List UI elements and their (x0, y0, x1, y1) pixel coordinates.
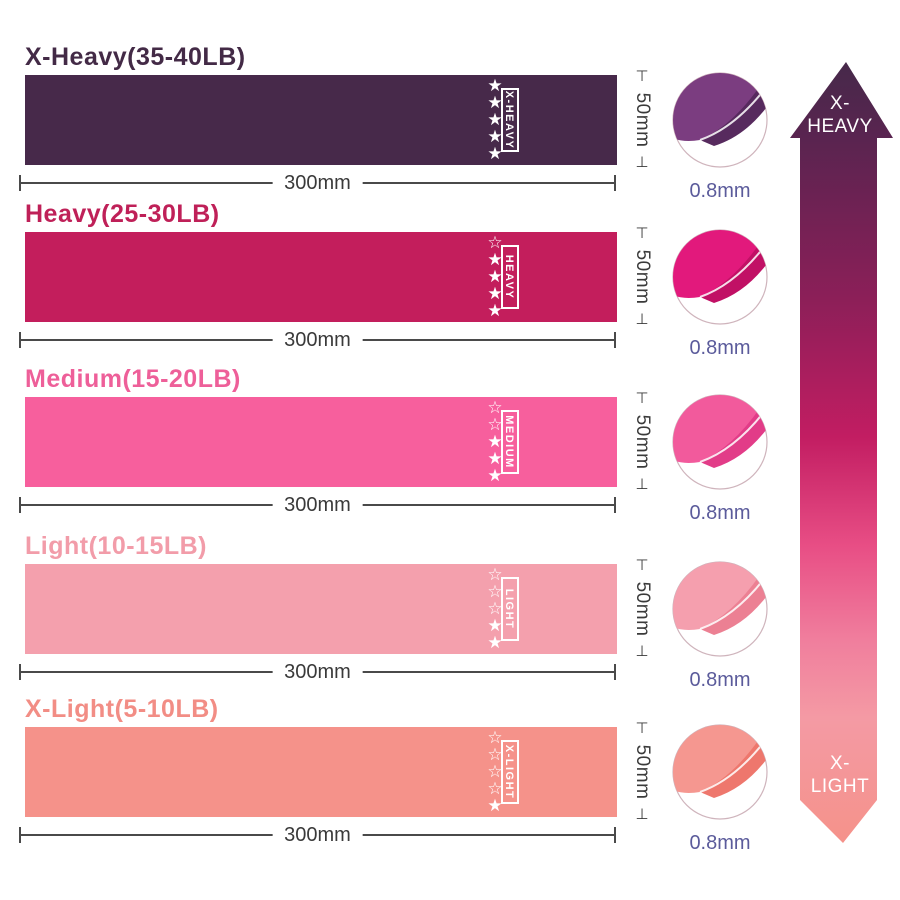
thickness-label: 0.8mm (689, 337, 751, 359)
dimension-tick (19, 664, 21, 680)
width-dimension: 300mm (19, 330, 616, 350)
intensity-scale-arrow (790, 62, 893, 843)
thickness-photo (670, 559, 770, 659)
star-rating: ☆ ☆ ☆ ★ ★ (487, 565, 503, 652)
dimension-cap: ⊤ (635, 720, 649, 737)
arrow-bottom-label-line1: X- (830, 753, 850, 774)
width-value: 300mm (272, 662, 363, 682)
star-rating: ☆ ☆ ☆ ☆ ★ (487, 728, 503, 815)
dimension-tick (614, 827, 616, 843)
height-dimension: ⊤ 50mm ⊥ (624, 69, 660, 170)
band-swatch: ☆ ☆ ☆ ☆ ★ X-LIGHT (25, 727, 617, 817)
height-value: 50mm (632, 414, 653, 470)
band-swatch: ☆ ☆ ☆ ★ ★ LIGHT (25, 564, 617, 654)
band-title: X-Light(5-10LB) (25, 695, 219, 723)
dimension-tick (614, 332, 616, 348)
dimension-cap: ⊥ (635, 154, 649, 171)
dimension-cap: ⊥ (635, 806, 649, 823)
dimension-cap: ⊤ (635, 557, 649, 574)
band-swatch: ★ ★ ★ ★ ★ X-HEAVY (25, 75, 617, 165)
dimension-tick (19, 175, 21, 191)
band-label: HEAVY (501, 245, 519, 309)
dimension-cap: ⊤ (635, 390, 649, 407)
band-title: X-Heavy(35-40LB) (25, 43, 246, 71)
band-swatch: ☆ ☆ ★ ★ ★ MEDIUM (25, 397, 617, 487)
height-value: 50mm (632, 581, 653, 637)
star-rating: ☆ ☆ ★ ★ ★ (487, 398, 503, 485)
product-row-medium: Medium(15-20LB) ☆ ☆ ★ ★ ★ MEDIUM 300mm ⊤… (0, 364, 900, 579)
width-dimension: 300mm (19, 662, 616, 682)
height-value: 50mm (632, 92, 653, 148)
band-label: MEDIUM (501, 410, 519, 474)
dimension-cap: ⊤ (635, 225, 649, 242)
product-row-light: Light(10-15LB) ☆ ☆ ☆ ★ ★ LIGHT 300mm ⊤ 5… (0, 531, 900, 746)
dimension-tick (614, 664, 616, 680)
thickness-label: 0.8mm (689, 180, 751, 202)
height-dimension: ⊤ 50mm ⊥ (624, 558, 660, 659)
thickness-photo (670, 70, 770, 170)
band-label: X-LIGHT (501, 740, 519, 804)
width-value: 300mm (272, 173, 363, 193)
dimension-cap: ⊥ (635, 476, 649, 493)
dimension-cap: ⊥ (635, 311, 649, 328)
product-row-x-light: X-Light(5-10LB) ☆ ☆ ☆ ☆ ★ X-LIGHT 300mm … (0, 694, 900, 900)
band-label: X-HEAVY (501, 88, 519, 152)
height-dimension: ⊤ 50mm ⊥ (624, 391, 660, 492)
height-dimension: ⊤ 50mm ⊥ (624, 226, 660, 327)
arrow-top-label-line1: X- (830, 93, 850, 114)
dimension-tick (19, 827, 21, 843)
width-value: 300mm (272, 495, 363, 515)
band-title: Light(10-15LB) (25, 532, 207, 560)
product-row-x-heavy: X-Heavy(35-40LB) ★ ★ ★ ★ ★ X-HEAVY 300mm… (0, 42, 900, 257)
dimension-tick (614, 175, 616, 191)
dimension-cap: ⊤ (635, 68, 649, 85)
dimension-tick (614, 497, 616, 513)
star-rating: ☆ ★ ★ ★ ★ (487, 233, 503, 320)
width-dimension: 300mm (19, 495, 616, 515)
thickness-photo (670, 722, 770, 822)
height-value: 50mm (632, 249, 653, 305)
thickness-photo (670, 392, 770, 492)
band-title: Medium(15-20LB) (25, 365, 241, 393)
product-row-heavy: Heavy(25-30LB) ☆ ★ ★ ★ ★ HEAVY 300mm ⊤ 5… (0, 199, 900, 414)
dimension-tick (19, 332, 21, 348)
arrow-top-label-line2: HEAVY (807, 116, 873, 137)
width-dimension: 300mm (19, 825, 616, 845)
width-value: 300mm (272, 825, 363, 845)
band-swatch: ☆ ★ ★ ★ ★ HEAVY (25, 232, 617, 322)
thickness-label: 0.8mm (689, 669, 751, 691)
dimension-cap: ⊥ (635, 643, 649, 660)
width-value: 300mm (272, 330, 363, 350)
arrow-bottom-label-line2: LIGHT (810, 776, 870, 797)
dimension-tick (19, 497, 21, 513)
band-label: LIGHT (501, 577, 519, 641)
arrow-bottom-label: X- LIGHT (780, 752, 900, 798)
height-dimension: ⊤ 50mm ⊥ (624, 721, 660, 822)
thickness-photo (670, 227, 770, 327)
arrow-top-label: X- HEAVY (780, 92, 900, 138)
thickness-label: 0.8mm (689, 502, 751, 524)
star-rating: ★ ★ ★ ★ ★ (487, 76, 503, 163)
width-dimension: 300mm (19, 173, 616, 193)
band-title: Heavy(25-30LB) (25, 200, 220, 228)
thickness-label: 0.8mm (689, 832, 751, 854)
height-value: 50mm (632, 744, 653, 800)
